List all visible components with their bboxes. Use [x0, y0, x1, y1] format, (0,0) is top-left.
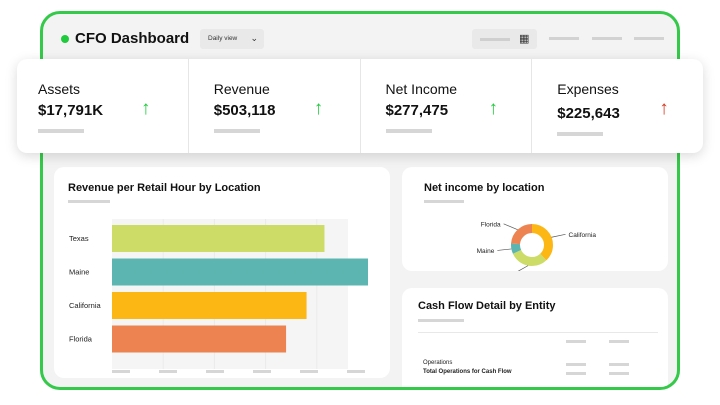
slice-maine	[511, 224, 553, 266]
column-header	[566, 340, 586, 343]
axis-tick-placeholder	[112, 370, 130, 373]
chevron-down-icon: ⌄	[250, 33, 258, 43]
category-label: California	[69, 301, 102, 310]
slice-label: Maine	[477, 248, 495, 255]
leader-line	[551, 233, 566, 238]
revenue-card-title: Revenue per Retail Hour by Location	[68, 182, 261, 194]
table-row-label: Operations	[423, 360, 453, 366]
kpi-expenses[interactable]: Expenses $225,643 ↑	[532, 59, 703, 153]
date-placeholder	[480, 38, 510, 41]
date-picker[interactable]: ▦	[472, 29, 537, 49]
table-cell	[609, 363, 629, 366]
view-select[interactable]: Daily view ⌄	[200, 29, 264, 49]
leader-line	[503, 223, 518, 231]
kpi-label: Expenses	[557, 81, 619, 97]
kpi-row: Assets $17,791K ↑ Revenue $503,118 ↑ Net…	[17, 59, 703, 153]
net-income-donut-chart: CaliforniaTexasMaineFlorida	[477, 221, 597, 271]
category-label: Maine	[69, 268, 89, 277]
axis-tick-placeholder	[159, 370, 177, 373]
cash-flow-card: Cash Flow Detail by Entity Operations To…	[402, 288, 668, 387]
axis-tick-placeholder	[206, 370, 224, 373]
donut-group	[511, 224, 553, 266]
leader-line	[517, 265, 529, 271]
net-income-card: Net income by location CaliforniaTexasMa…	[402, 167, 668, 271]
kpi-revenue[interactable]: Revenue $503,118 ↑	[189, 59, 361, 153]
kpi-net-income[interactable]: Net Income $277,475 ↑	[361, 59, 533, 153]
kpi-value: $503,118	[213, 102, 276, 119]
arrow-up-icon: ↑	[313, 98, 324, 119]
revenue-bar-chart: Texas Maine California Florida	[69, 219, 368, 373]
arrow-up-icon: ↑	[659, 98, 669, 119]
slice-texas	[511, 224, 553, 266]
kpi-value: $17,791K	[38, 102, 104, 119]
bar-maine	[112, 258, 368, 286]
calendar-icon: ▦	[519, 33, 530, 45]
bar-florida	[112, 325, 287, 353]
kpi-label: Assets	[38, 81, 81, 97]
page-title: CFO Dashboard	[75, 30, 190, 47]
revenue-card: Revenue per Retail Hour by Location Texa…	[54, 167, 390, 378]
table-cell	[566, 372, 586, 375]
subtitle-placeholder	[68, 200, 110, 203]
slice-florida	[511, 224, 553, 266]
header-link-3[interactable]	[634, 37, 664, 40]
subtitle-placeholder	[424, 200, 464, 203]
table-divider	[418, 332, 658, 333]
column-header	[609, 340, 629, 343]
kpi-placeholder	[213, 129, 260, 133]
leader-line	[497, 248, 512, 251]
kpi-value: $225,643	[557, 105, 620, 122]
subtitle-placeholder	[418, 319, 464, 322]
header-link-1[interactable]	[549, 37, 579, 40]
table-cell	[566, 363, 586, 366]
axis-tick-placeholder	[253, 370, 271, 373]
table-row-total: Total Operations for Cash Flow	[423, 369, 512, 375]
kpi-value: $277,475	[385, 102, 449, 119]
status-dot-icon	[61, 35, 69, 43]
kpi-assets[interactable]: Assets $17,791K ↑	[17, 59, 189, 153]
bar-california	[112, 292, 307, 319]
kpi-placeholder	[38, 129, 84, 133]
kpi-placeholder	[385, 129, 432, 133]
slice-label: California	[569, 232, 597, 239]
category-label: Florida	[69, 335, 93, 344]
arrow-up-icon: ↑	[141, 98, 151, 119]
axis-tick-placeholder	[347, 370, 365, 373]
arrow-up-icon: ↑	[488, 98, 499, 119]
kpi-placeholder	[557, 132, 604, 136]
kpi-label: Revenue	[213, 81, 270, 97]
cash-flow-card-title: Cash Flow Detail by Entity	[418, 300, 556, 312]
kpi-label: Net Income	[385, 81, 458, 97]
bar-texas	[112, 225, 325, 252]
net-income-card-title: Net income by location	[424, 182, 545, 194]
category-label: Texas	[69, 234, 89, 243]
header-link-2[interactable]	[592, 37, 622, 40]
table-cell	[609, 372, 629, 375]
slice-label: Florida	[481, 221, 501, 228]
axis-tick-placeholder	[300, 370, 318, 373]
view-select-value: Daily view	[208, 35, 238, 42]
top-bar: CFO Dashboard Daily view ⌄ ▦	[43, 14, 677, 62]
